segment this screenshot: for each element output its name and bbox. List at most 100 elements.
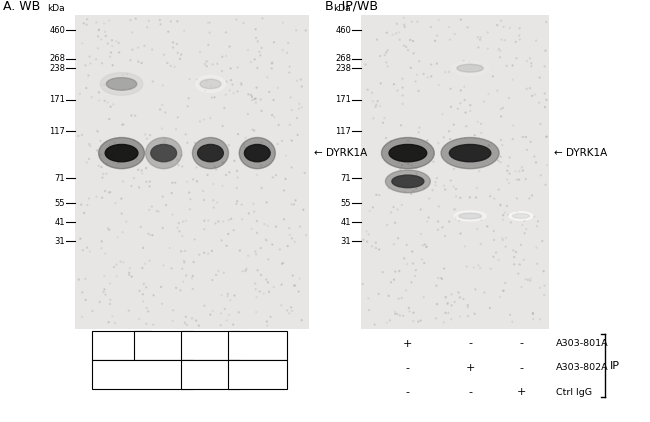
Text: -: -	[519, 363, 523, 373]
Point	[372, 98, 383, 105]
Point	[408, 318, 419, 325]
Point	[81, 297, 91, 303]
Point	[439, 319, 449, 326]
Point	[172, 225, 183, 231]
Point	[441, 294, 451, 300]
Point	[182, 179, 192, 185]
Point	[371, 192, 382, 198]
Point	[392, 311, 402, 317]
Point	[401, 43, 411, 50]
Point	[277, 138, 287, 144]
Point	[403, 146, 413, 153]
Point	[168, 39, 178, 46]
Point	[205, 29, 215, 36]
Point	[252, 38, 263, 45]
Point	[408, 260, 418, 267]
Point	[131, 15, 141, 22]
Point	[98, 170, 109, 177]
Point	[140, 260, 150, 267]
Point	[148, 78, 158, 85]
Point	[396, 122, 406, 129]
Point	[212, 199, 222, 206]
Point	[136, 60, 147, 67]
Point	[406, 279, 417, 286]
Point	[287, 272, 298, 279]
Point	[498, 212, 508, 219]
Point	[124, 269, 135, 276]
Point	[378, 119, 388, 126]
Point	[283, 40, 294, 46]
Point	[269, 39, 280, 46]
Point	[77, 247, 88, 254]
Point	[251, 99, 261, 106]
Point	[235, 247, 245, 254]
Point	[181, 322, 192, 328]
Point	[472, 184, 482, 191]
Point	[203, 250, 213, 257]
Point	[465, 194, 475, 201]
Point	[537, 238, 547, 244]
Point	[170, 63, 180, 70]
Point	[476, 61, 487, 68]
Point	[100, 250, 110, 257]
Point	[540, 104, 550, 111]
Point	[256, 139, 266, 146]
Point	[460, 243, 470, 250]
Point	[175, 287, 185, 294]
Point	[432, 175, 442, 181]
Point	[218, 160, 228, 166]
Point	[531, 37, 541, 44]
Point	[118, 259, 129, 266]
Point	[386, 209, 396, 216]
Point	[514, 25, 525, 32]
Point	[268, 284, 279, 291]
Point	[475, 34, 486, 41]
Point	[517, 167, 528, 174]
Point	[221, 52, 231, 59]
Point	[446, 316, 456, 323]
Point	[358, 236, 369, 243]
Point	[218, 123, 228, 130]
Point	[179, 259, 189, 265]
Point	[498, 236, 508, 243]
Point	[414, 58, 424, 65]
Point	[278, 47, 288, 54]
Point	[262, 322, 272, 329]
Point	[445, 136, 456, 143]
Point	[262, 318, 272, 325]
Point	[187, 275, 197, 281]
Point	[96, 164, 107, 170]
Point	[84, 248, 95, 255]
Point	[81, 85, 92, 92]
Point	[222, 242, 232, 249]
Point	[433, 218, 443, 225]
Point	[203, 217, 214, 224]
Point	[508, 247, 519, 254]
Point	[274, 122, 284, 128]
Point	[455, 313, 465, 320]
Point	[508, 62, 518, 69]
Point	[465, 102, 475, 108]
Point	[400, 158, 410, 165]
Point	[470, 286, 480, 293]
Point	[73, 276, 84, 283]
Point	[445, 85, 456, 92]
Point	[221, 172, 231, 179]
Point	[525, 85, 535, 92]
Point	[170, 179, 181, 186]
Ellipse shape	[146, 138, 182, 169]
Point	[92, 147, 103, 154]
Ellipse shape	[459, 213, 482, 219]
Ellipse shape	[392, 175, 424, 188]
Point	[127, 273, 137, 280]
Point	[407, 248, 417, 255]
Point	[286, 304, 296, 311]
Point	[116, 195, 127, 202]
Text: -: -	[468, 338, 472, 349]
Text: T: T	[207, 369, 214, 379]
Point	[418, 242, 428, 249]
Point	[275, 246, 285, 253]
Point	[434, 203, 444, 210]
Point	[374, 246, 384, 253]
Point	[195, 49, 205, 55]
